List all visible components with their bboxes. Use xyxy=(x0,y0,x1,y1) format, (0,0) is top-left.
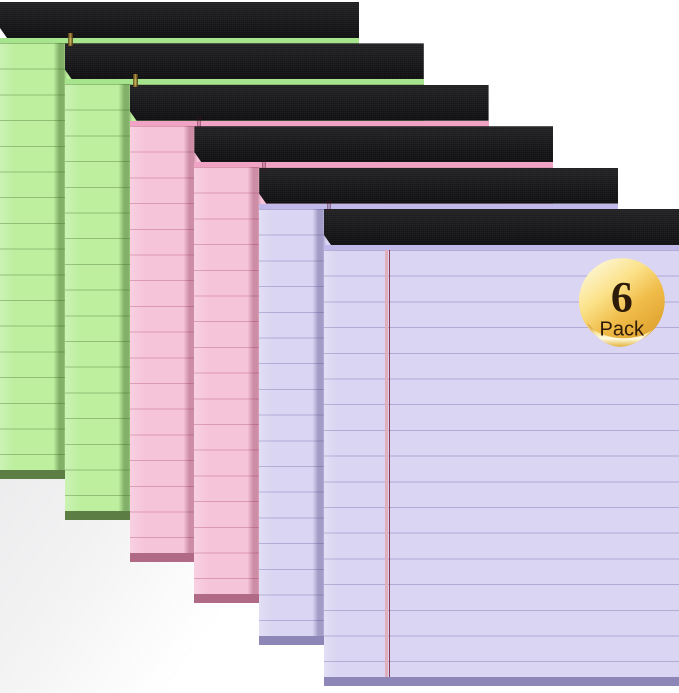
svg-text:Pack: Pack xyxy=(599,319,644,341)
svg-text:6: 6 xyxy=(611,274,633,322)
